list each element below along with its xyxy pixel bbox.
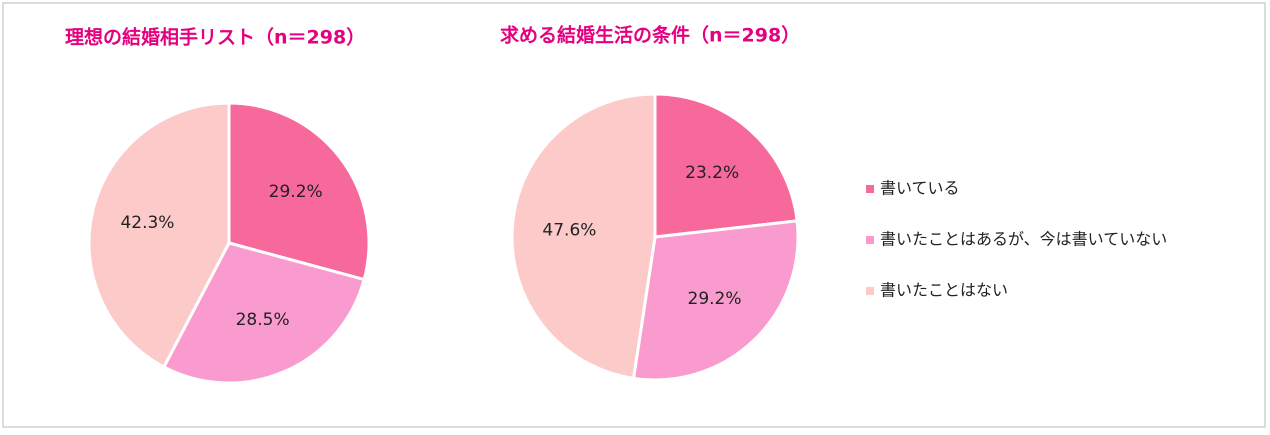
value-label: 47.6% bbox=[542, 221, 596, 241]
legend-label: 書いたことはあるが、今は書いていない bbox=[880, 230, 1167, 249]
legend-swatch bbox=[866, 287, 874, 295]
pie-slice bbox=[631, 219, 800, 382]
pie-slice bbox=[653, 92, 799, 239]
value-label: 29.2% bbox=[688, 289, 742, 309]
pie-slice bbox=[510, 92, 657, 381]
value-label: 23.2% bbox=[685, 163, 739, 183]
value-label: 28.5% bbox=[236, 310, 290, 330]
legend-label: 書いている bbox=[880, 179, 960, 198]
chart-title: 理想の結婚相手リスト（n＝298） bbox=[65, 26, 365, 49]
chart-title: 求める結婚生活の条件（n＝298） bbox=[500, 24, 800, 47]
value-label: 42.3% bbox=[120, 213, 174, 233]
pie-slice bbox=[227, 101, 371, 282]
pie-slice bbox=[161, 241, 366, 385]
legend-swatch bbox=[866, 185, 874, 193]
pie-slice bbox=[87, 101, 231, 369]
legend-label: 書いたことはない bbox=[880, 281, 1008, 300]
value-label: 29.2% bbox=[269, 182, 323, 202]
legend-swatch bbox=[866, 236, 874, 244]
